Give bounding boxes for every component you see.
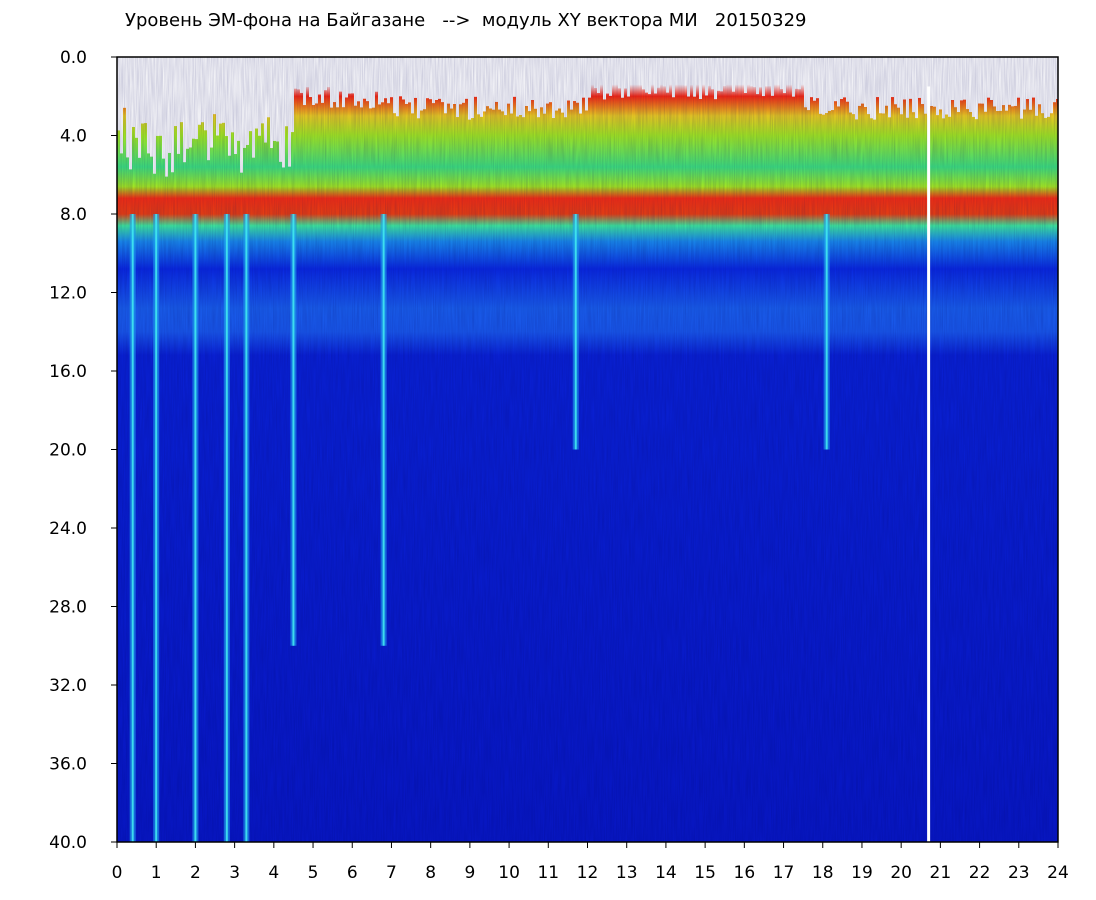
vertical-stripe xyxy=(153,214,160,842)
x-tick-label: 22 xyxy=(969,863,991,883)
vertical-stripe xyxy=(380,214,387,646)
vertical-stripe xyxy=(192,214,199,842)
vertical-stripe xyxy=(823,214,830,450)
y-tick-label: 28.0 xyxy=(49,598,87,618)
x-tick-label: 13 xyxy=(616,863,638,883)
x-tick-label: 16 xyxy=(734,863,756,883)
x-tick-label: 9 xyxy=(464,863,475,883)
plot-area xyxy=(116,56,1059,843)
vertical-stripe xyxy=(572,214,579,450)
y-tick-label: 32.0 xyxy=(49,676,87,696)
x-tick-label: 11 xyxy=(537,863,559,883)
y-tick-label: 16.0 xyxy=(49,362,87,382)
white-line xyxy=(927,86,931,842)
x-tick-label: 12 xyxy=(577,863,599,883)
y-tick-label: 40.0 xyxy=(49,833,87,853)
vertical-stripe xyxy=(223,214,230,842)
x-tick-label: 10 xyxy=(498,863,520,883)
y-tick-label: 12.0 xyxy=(49,284,87,304)
x-tick-label: 7 xyxy=(386,863,397,883)
x-tick-label: 15 xyxy=(694,863,716,883)
x-tick-label: 14 xyxy=(655,863,677,883)
x-tick-label: 18 xyxy=(812,863,834,883)
x-tick-label: 20 xyxy=(890,863,912,883)
vertical-stripe xyxy=(129,214,136,842)
y-tick-label: 8.0 xyxy=(60,205,87,225)
x-tick-label: 17 xyxy=(773,863,795,883)
x-tick-label: 8 xyxy=(425,863,436,883)
x-tick-label: 2 xyxy=(190,863,201,883)
x-tick-label: 19 xyxy=(851,863,873,883)
x-tick-label: 3 xyxy=(229,863,240,883)
spectrogram-texture xyxy=(117,57,1058,842)
y-tick-label: 4.0 xyxy=(60,127,87,147)
y-tick-label: 36.0 xyxy=(49,755,87,775)
x-tick-label: 1 xyxy=(151,863,162,883)
x-tick-label: 23 xyxy=(1008,863,1030,883)
vertical-stripe xyxy=(290,214,297,646)
x-tick-label: 6 xyxy=(347,863,358,883)
x-tick-label: 4 xyxy=(268,863,279,883)
y-axis: 0.0 4.0 8.0 12.0 16.0 20.0 24.0 28.0 32.0 36.0 40.… xyxy=(49,48,117,853)
x-tick-label: 5 xyxy=(308,863,319,883)
vertical-stripe xyxy=(243,214,250,842)
y-tick-label: 0.0 xyxy=(60,48,87,68)
y-tick-label: 20.0 xyxy=(49,441,87,461)
y-tick-label: 24.0 xyxy=(49,519,87,539)
x-tick-label: 0 xyxy=(112,863,123,883)
x-tick-label: 21 xyxy=(930,863,952,883)
x-tick-label: 24 xyxy=(1047,863,1069,883)
chart-title: Уровень ЭМ-фона на Байгазане --> модуль … xyxy=(125,10,807,31)
x-axis: 0 1 2 3 4 5 6 7 8 9 10 11 12 13 14 15 16 17 18 19 20 21 22 23 24 xyxy=(112,842,1069,883)
